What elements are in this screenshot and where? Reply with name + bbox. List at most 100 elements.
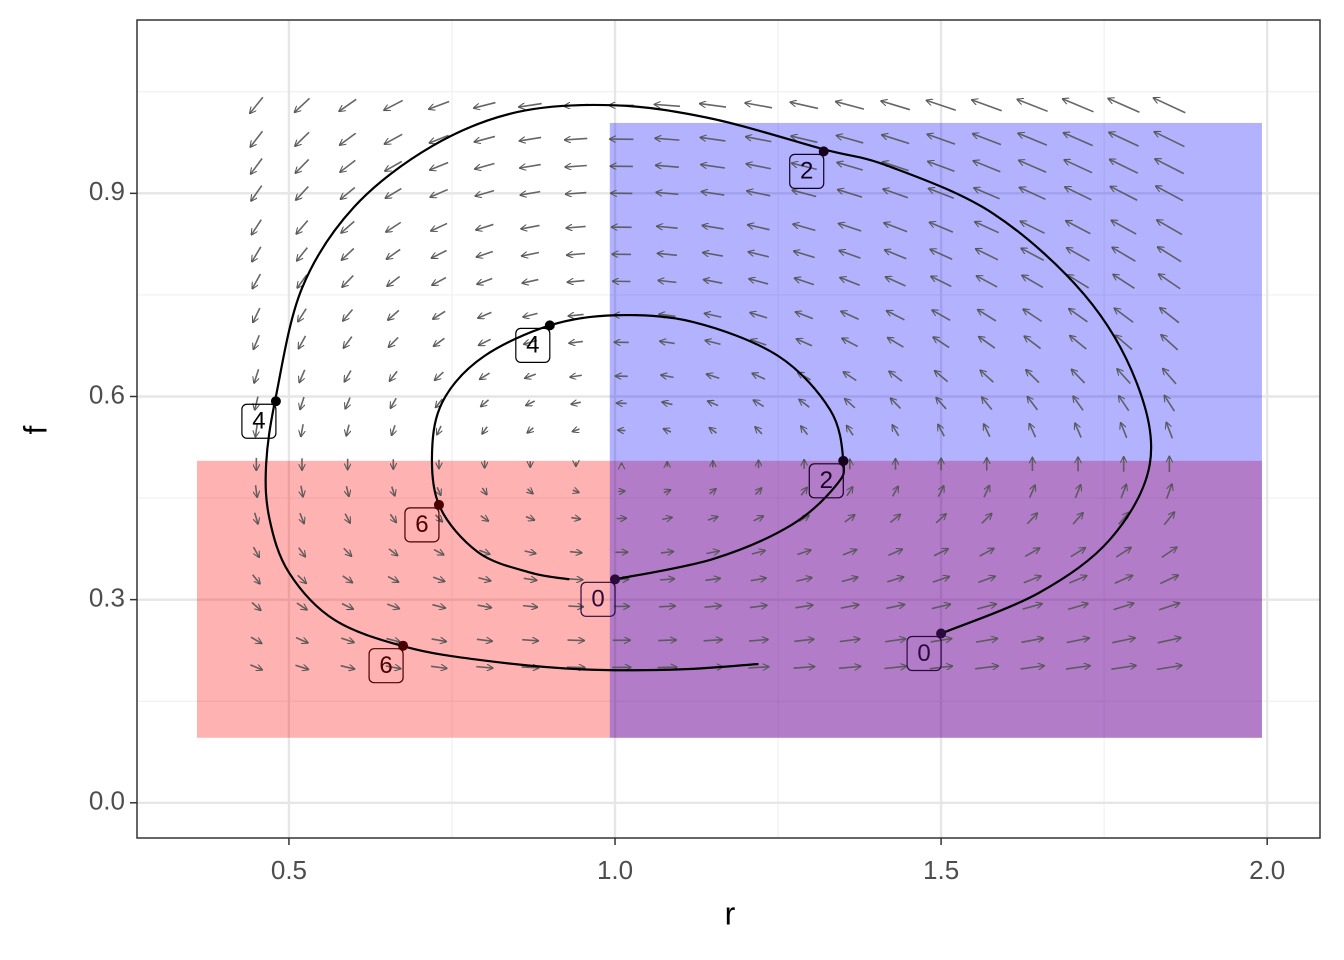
field-arrow xyxy=(700,137,726,140)
field-arrow xyxy=(1072,513,1083,525)
field-arrow xyxy=(392,425,395,435)
field-arrow xyxy=(751,340,767,346)
field-arrow xyxy=(928,161,955,172)
field-arrow xyxy=(838,190,863,198)
field-arrow xyxy=(297,547,306,557)
field-arrow xyxy=(927,134,956,145)
field-arrow xyxy=(298,308,307,322)
time-point xyxy=(544,320,555,331)
field-arrow xyxy=(930,249,953,261)
field-arrow xyxy=(340,666,355,669)
field-arrow xyxy=(1119,396,1130,412)
field-arrow xyxy=(432,577,445,581)
time-label: 2 xyxy=(820,467,833,494)
field-arrow xyxy=(385,187,402,199)
field-arrow xyxy=(843,372,857,382)
field-arrow xyxy=(883,189,909,199)
field-arrow xyxy=(751,550,765,554)
field-arrow xyxy=(746,137,772,143)
field-arrow xyxy=(566,193,587,195)
field-arrow xyxy=(568,314,584,316)
field-arrow xyxy=(386,639,400,642)
field-arrow xyxy=(931,604,951,610)
field-arrow xyxy=(1118,512,1129,525)
field-arrow xyxy=(796,339,813,347)
field-arrow xyxy=(1111,220,1137,235)
field-arrow xyxy=(845,399,856,409)
field-arrow xyxy=(565,165,587,167)
time-point xyxy=(838,455,849,466)
field-arrow xyxy=(482,426,487,434)
field-arrow xyxy=(523,313,538,317)
field-arrow xyxy=(345,397,350,409)
field-arrow xyxy=(1068,576,1087,584)
field-arrow xyxy=(523,578,537,580)
field-arrow xyxy=(431,639,447,642)
field-arrow xyxy=(793,224,816,232)
field-arrow xyxy=(525,374,537,378)
field-arrow xyxy=(700,104,727,107)
field-arrow xyxy=(746,164,771,170)
field-arrow xyxy=(886,604,904,608)
field-arrow xyxy=(847,425,854,436)
field-arrow xyxy=(475,189,495,196)
field-arrow xyxy=(1024,336,1042,350)
field-arrow xyxy=(1109,132,1139,147)
field-arrow xyxy=(1110,186,1138,201)
field-arrow xyxy=(430,161,449,170)
field-arrow xyxy=(661,375,674,377)
field-arrow xyxy=(842,550,857,556)
field-arrow xyxy=(885,250,907,260)
field-arrow xyxy=(384,99,404,110)
field-arrow xyxy=(390,397,397,408)
field-arrow xyxy=(882,162,909,172)
field-arrow xyxy=(526,401,536,406)
x-axis-title: r xyxy=(725,895,736,931)
field-arrow xyxy=(976,604,996,610)
field-arrow xyxy=(478,578,490,581)
field-arrow xyxy=(301,424,303,436)
field-arrow xyxy=(654,104,681,106)
field-arrow xyxy=(984,424,991,438)
field-arrow xyxy=(884,666,906,668)
field-arrow xyxy=(1069,309,1088,323)
field-arrow xyxy=(658,280,677,282)
field-arrow xyxy=(655,138,680,140)
field-arrow xyxy=(658,640,676,641)
field-arrow xyxy=(521,667,539,668)
field-arrow xyxy=(975,638,998,643)
field-arrow xyxy=(1063,99,1094,113)
field-arrow xyxy=(482,488,486,495)
y-axis-title: f xyxy=(17,425,53,434)
field-arrow xyxy=(796,578,812,582)
field-arrow xyxy=(567,640,585,641)
field-arrow xyxy=(295,665,308,669)
field-arrow xyxy=(973,134,1002,146)
field-arrow xyxy=(749,605,767,607)
label-box xyxy=(368,648,404,684)
field-arrow xyxy=(431,222,448,231)
field-arrow xyxy=(979,548,994,557)
field-arrow xyxy=(387,575,399,583)
field-arrow xyxy=(660,341,675,343)
field-arrow xyxy=(520,165,541,168)
field-arrow xyxy=(1110,159,1139,174)
field-arrow xyxy=(251,219,262,235)
x-tick-label: 1.0 xyxy=(597,855,633,885)
field-arrow xyxy=(386,604,399,609)
field-arrow xyxy=(1161,547,1177,559)
field-arrow xyxy=(837,162,863,171)
field-arrow xyxy=(662,402,673,405)
field-arrow xyxy=(1028,485,1035,498)
field-arrow xyxy=(750,313,768,319)
field-arrow xyxy=(938,424,945,437)
field-arrow xyxy=(386,248,401,259)
field-arrow xyxy=(295,131,310,146)
field-arrow xyxy=(1166,422,1174,439)
field-arrow xyxy=(755,427,763,435)
field-arrow xyxy=(385,666,401,669)
field-arrow xyxy=(1066,638,1089,644)
field-arrow xyxy=(703,640,723,641)
field-arrow xyxy=(1023,576,1041,584)
field-arrow xyxy=(798,515,809,523)
